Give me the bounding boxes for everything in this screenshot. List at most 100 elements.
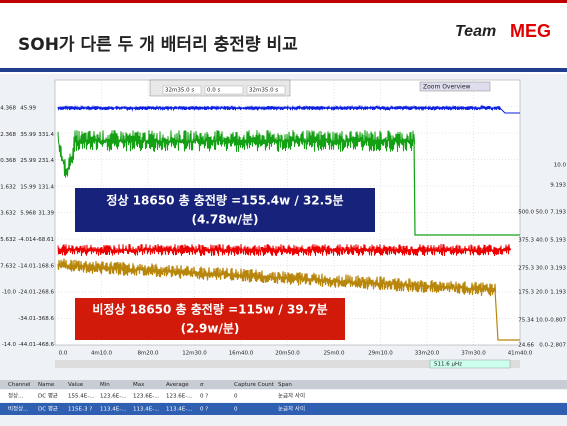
right-axis-label: 1.193 <box>550 290 566 296</box>
table-cell[interactable]: DC 평균 <box>38 393 58 400</box>
right-axis-label: 75.34 <box>518 318 534 324</box>
left-axis-label: -5.632 <box>0 237 16 243</box>
left-axis-label: 0.368 <box>0 158 16 164</box>
table-header <box>0 380 567 389</box>
right-axis-label: 5.193 <box>550 238 566 244</box>
status: 511.6 μHz <box>434 362 462 368</box>
left-axis-label: -34.01 <box>18 316 36 322</box>
table-header-cell: Span <box>278 382 292 388</box>
left-axis-label: -4.014 <box>18 237 36 243</box>
right-axis-label: -0.807 <box>548 318 566 324</box>
x-tick-label: 37m30.0 <box>461 351 486 357</box>
toolbar-field[interactable] <box>246 85 286 95</box>
x-tick-label: 41m40.0 <box>508 351 533 357</box>
toolbar-text[interactable]: 0.0 s <box>207 88 220 94</box>
blue-tail <box>499 107 520 114</box>
scrollbar[interactable] <box>55 360 520 368</box>
x-tick-label: 29m10.0 <box>368 351 393 357</box>
green-trace <box>57 129 415 178</box>
x-tick-label: 12m30.0 <box>182 351 207 357</box>
left-axis-label: 15.99 <box>20 184 36 190</box>
right-axis-label: 3.193 <box>550 266 566 272</box>
blue-trace <box>57 104 501 112</box>
table-header-cell: Channel <box>8 382 31 388</box>
table-cell[interactable]: 정상... <box>8 392 24 400</box>
table-row-selected[interactable] <box>0 403 567 415</box>
table-header-cell: σ <box>200 382 204 388</box>
table-cell[interactable]: 눈금자 사이 <box>278 392 305 400</box>
table-cell[interactable]: 113.4E-... <box>133 407 160 413</box>
normal-line-1: 정상 18650 총 충전량 =155.4w / 32.5분 <box>106 193 343 208</box>
table-cell[interactable]: 113.4E-... <box>100 407 127 413</box>
table-header-cell: Name <box>38 382 55 388</box>
table-cell[interactable]: 눈금자 사이 <box>278 405 305 413</box>
table-cell[interactable]: 0 <box>234 394 238 400</box>
toolbar-text[interactable]: 32m35.0 s <box>165 88 194 94</box>
table-cell[interactable]: 123.6E-... <box>133 394 160 400</box>
x-tick-label: 33m20.0 <box>415 351 440 357</box>
left-axis-label: -368.6 <box>36 316 54 322</box>
left-axis-label: 331.4 <box>38 132 54 138</box>
abnormal-box <box>75 298 345 340</box>
left-axis-label: -3.632 <box>0 211 16 217</box>
table-cell[interactable]: DC 평균 <box>38 406 58 413</box>
right-axis-label: 500.0 <box>518 210 534 216</box>
left-axis-label: -468.6 <box>36 342 54 348</box>
right-axis-label: 10.0 <box>536 318 549 324</box>
brown-trace <box>57 258 497 297</box>
left-axis-label: -14.01 <box>18 263 36 269</box>
left-axis-label: 25.99 <box>20 158 36 164</box>
right-axis-label: 7.193 <box>550 210 566 216</box>
right-axis-label: 30.0 <box>536 266 549 272</box>
right-axis-label: 0.0 <box>539 343 548 349</box>
left-axis-label: 4.368 <box>0 106 16 112</box>
table-header-cell: Value <box>68 382 84 388</box>
table-cell[interactable]: 0 <box>234 407 238 413</box>
table-header-cell: Capture Count <box>234 382 275 388</box>
left-axis-label: -44.01 <box>18 342 36 348</box>
x-tick-label: 0.0 <box>59 351 68 357</box>
left-axis-label: 231.4 <box>38 158 54 164</box>
x-tick-label: 8m20.0 <box>137 351 159 357</box>
x-tick-label: 16m40.0 <box>229 351 254 357</box>
x-tick-label: 25m0.0 <box>323 351 345 357</box>
left-axis-label: 131.4 <box>38 184 54 190</box>
left-axis-label: -10.0 <box>2 290 17 296</box>
table-cell[interactable]: 155.4E-... <box>68 394 95 400</box>
table-cell[interactable]: 115E-3 ? <box>68 407 92 413</box>
right-axis-label: 9.193 <box>550 183 566 189</box>
slide-title: SOH가 다른 두 개 배터리 충전량 비교 <box>18 35 298 55</box>
left-axis-label: -24.01 <box>18 290 36 296</box>
table-cell[interactable]: 123.6E-... <box>166 394 193 400</box>
table-cell[interactable]: 0 ? <box>200 394 208 400</box>
right-axis-label: 40.0 <box>536 238 549 244</box>
left-axis-label: 45.99 <box>20 106 36 112</box>
zoom-label[interactable]: Zoom Overview <box>423 84 471 91</box>
left-axis-label: -268.6 <box>36 290 54 296</box>
toolbar-text[interactable]: 32m35.0 s <box>249 88 278 94</box>
right-axis-label: -2.807 <box>548 343 566 349</box>
table-header-cell: Min <box>100 382 110 388</box>
green-tail <box>413 137 520 236</box>
table-cell[interactable]: 123.6E-... <box>100 394 127 400</box>
zoom-panel[interactable] <box>419 81 491 92</box>
toolbar-field[interactable] <box>204 85 244 95</box>
left-axis-label: -168.6 <box>36 263 54 269</box>
x-tick-label: 20m50.0 <box>275 351 300 357</box>
right-axis-label: 10.0 <box>554 163 567 169</box>
red-trace <box>57 243 511 257</box>
logo-team: Team <box>455 23 496 40</box>
x-tick-label: 4m10.0 <box>91 351 113 357</box>
toolbar-field[interactable] <box>162 85 202 95</box>
table-row[interactable] <box>0 390 567 402</box>
table-cell[interactable]: 113.4E-... <box>166 407 193 413</box>
right-axis-label: 20.0 <box>536 290 549 296</box>
table-cell[interactable]: 0 ? <box>200 407 208 413</box>
right-axis-label: 375.3 <box>518 238 534 244</box>
table-cell[interactable]: 비정상... <box>8 405 29 413</box>
right-axis-label: 275.3 <box>518 266 534 272</box>
left-axis-label: 31.39 <box>38 211 54 217</box>
left-axis-label: -1.632 <box>0 184 16 190</box>
left-axis-label: -14.0 <box>2 342 17 348</box>
